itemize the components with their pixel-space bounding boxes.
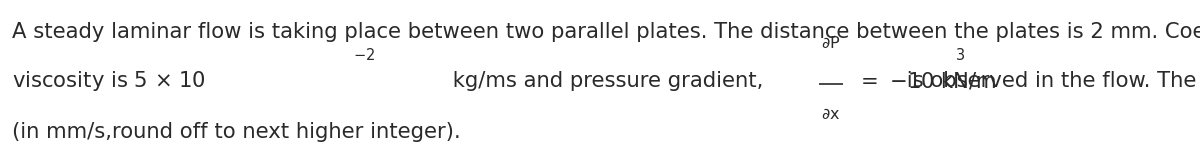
Text: is observed in the flow. The average velocity of flow is _______: is observed in the flow. The average vel… [900,70,1200,92]
Text: 3: 3 [955,48,965,63]
Text: $-$2: $-$2 [353,48,376,63]
Text: $=$ $-$10 kN/m: $=$ $-$10 kN/m [851,70,997,92]
Text: kg/ms and pressure gradient,: kg/ms and pressure gradient, [446,71,763,91]
Text: (in mm/s,round off to next higher integer).: (in mm/s,round off to next higher intege… [12,123,461,142]
Text: viscosity is 5 $\times$ 10: viscosity is 5 $\times$ 10 [12,69,206,93]
Text: A steady laminar flow is taking place between two parallel plates. The distance : A steady laminar flow is taking place be… [12,22,1200,42]
Text: $\partial$x: $\partial$x [821,106,841,122]
Text: $\partial$P: $\partial$P [821,36,841,51]
